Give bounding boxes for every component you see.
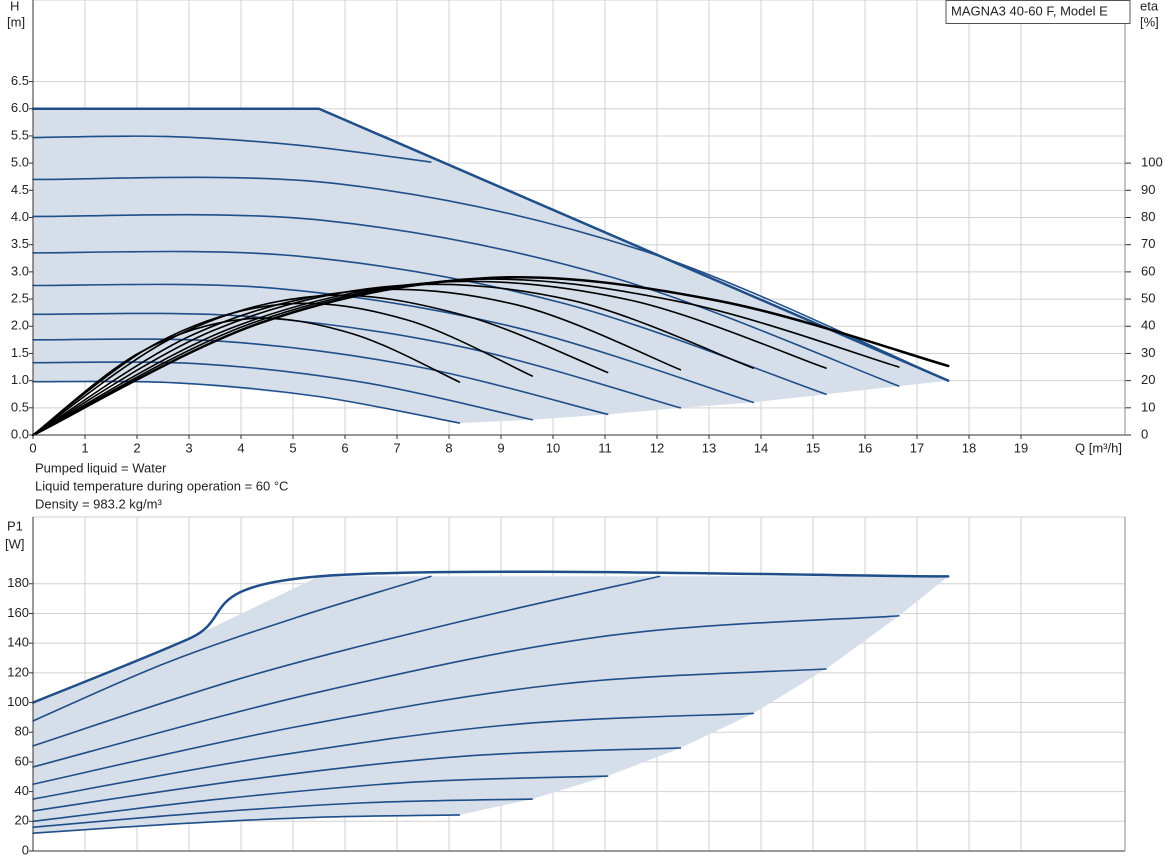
y-tick-label: 2.0 [11,318,29,333]
y-tick-label: 3.0 [11,263,29,278]
y-tick-label: 100 [7,694,29,709]
pump-curve [32,135,432,163]
pump-curve [32,575,432,722]
y2-axis-unit: [%] [1140,14,1159,29]
x-tick-label: 7 [393,440,400,455]
y-tick-label: 0.0 [11,426,29,441]
x-tick-label: 6 [341,440,348,455]
x-tick-label: 19 [1014,440,1028,455]
y-tick-label: 1.0 [11,372,29,387]
y-tick-label: 20 [15,813,29,828]
y2-tick-label: 60 [1141,263,1155,278]
x-tick-label: 17 [910,440,924,455]
y-tick-label: 0.5 [11,399,29,414]
note: Liquid temperature during operation = 60… [35,478,288,493]
pump-curve [32,361,533,421]
pump-curve [32,176,949,382]
pump-curve [32,712,754,800]
y2-tick-label: 20 [1141,372,1155,387]
y-axis-label: P1 [7,518,23,533]
x-tick-label: 13 [702,440,716,455]
y2-tick-label: 90 [1141,182,1155,197]
y2-axis-label: eta [1140,0,1159,13]
x-tick-label: 2 [133,440,140,455]
efficiency-curve [32,317,461,436]
y2-tick-label: 0 [1141,426,1148,441]
x-tick-label: 15 [806,440,820,455]
x-axis-label: Q [m³/h] [1075,440,1122,455]
x-tick-label: 11 [598,440,612,455]
y2-tick-label: 80 [1141,209,1155,224]
y-tick-label: 5.0 [11,155,29,170]
pump-curve [32,775,609,823]
y-tick-label: 2.5 [11,291,29,306]
y-axis-unit: [W] [5,536,25,551]
y2-tick-label: 50 [1141,291,1155,306]
y-tick-label: 0 [22,842,29,856]
x-tick-label: 16 [858,440,872,455]
y2-tick-label: 10 [1141,399,1155,414]
y-tick-label: 160 [7,605,29,620]
title-box [945,0,1131,24]
plots: 0 1 2 3 4 5 6 7 8 9 10 11 12 13 14 15 16 17 18 190.00.51.01… [7,0,1163,856]
operating-area [33,576,949,834]
x-tick-label: 18 [962,440,976,455]
x-tick-label: 4 [237,440,244,455]
x-tick-label: 3 [185,440,192,455]
x-tick-label: 0 [29,440,36,455]
x-tick-label: 9 [497,440,504,455]
y-axis-label: H [10,0,19,13]
y2-tick-label: 100 [1141,155,1163,170]
y2-tick-label: 70 [1141,236,1155,251]
pump-curve [32,213,900,387]
x-tick-label: 5 [289,440,296,455]
y-tick-label: 40 [15,783,29,798]
pump-curve [31,107,950,382]
y-tick-label: 4.0 [11,209,29,224]
y-tick-label: 6.5 [11,73,29,88]
x-tick-label: 12 [650,440,664,455]
y2-tick-label: 40 [1141,318,1155,333]
efficiency-curve [31,275,950,437]
pump-curve [32,668,827,785]
pump-curve [31,570,950,704]
pump-curve [32,747,682,812]
pump-curve [32,575,661,747]
pump-curve [32,615,900,768]
chart-title: MAGNA3 40-60 F, Model E [951,3,1108,18]
pump-curve [32,814,461,834]
y-tick-label: 140 [7,635,29,650]
y-tick-label: 60 [15,753,29,768]
y-axis-unit: [m] [7,14,25,29]
note: Density = 983.2 kg/m³ [35,496,162,511]
pump-curve [32,338,609,416]
x-tick-label: 10 [546,440,560,455]
x-tick-label: 14 [754,440,768,455]
note: Pumped liquid = Water [35,460,167,475]
y-tick-label: 6.0 [11,100,29,115]
y-tick-label: 3.5 [11,236,29,251]
pump-curve [32,798,533,829]
x-tick-label: 8 [445,440,452,455]
y-tick-label: 4.5 [11,182,29,197]
y-tick-label: 180 [7,575,29,590]
y-tick-label: 1.5 [11,345,29,360]
pump-curve [32,283,754,404]
y-tick-label: 5.5 [11,127,29,142]
y-tick-label: 120 [7,664,29,679]
x-tick-label: 1 [81,440,88,455]
pump-curve [32,312,682,409]
y-tick-label: 80 [15,724,29,739]
y2-tick-label: 30 [1141,345,1155,360]
pump-curve [32,250,827,396]
